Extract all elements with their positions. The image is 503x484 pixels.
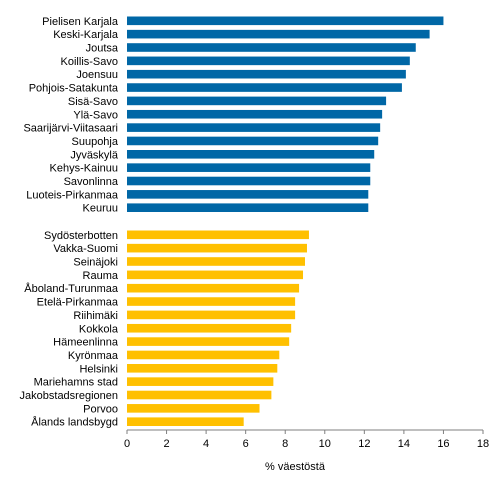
bar	[127, 297, 296, 306]
bar	[127, 283, 300, 293]
bar	[127, 56, 410, 66]
category-label: Pielisen Karjala	[42, 16, 119, 28]
bar	[127, 377, 274, 386]
bar	[127, 136, 379, 146]
category-label: Suupohja	[72, 136, 119, 148]
category-label: Åboland-Turunmaa	[24, 282, 119, 295]
bar	[127, 69, 406, 79]
bar	[127, 150, 375, 159]
bar	[127, 390, 272, 400]
category-label: Jyväskylä	[70, 149, 119, 161]
x-tick-label: 12	[358, 438, 370, 450]
bar	[127, 203, 369, 212]
x-axis-ticks: 0 2 4 6 8 10 12 14 16 18	[124, 430, 489, 450]
category-label: Savonlinna	[64, 176, 119, 188]
bar	[127, 350, 280, 360]
bar	[127, 364, 278, 373]
x-tick-label: 14	[398, 438, 410, 450]
category-label: Helsinki	[79, 363, 118, 375]
bar	[127, 83, 402, 92]
category-label: Hämeenlinna	[53, 337, 119, 349]
category-label: Sisä-Savo	[68, 96, 118, 108]
category-label: Pohjois-Satakunta	[29, 83, 119, 95]
category-label: Porvoo	[83, 403, 118, 415]
bar	[127, 96, 387, 106]
category-label: Ålands landsbygd	[31, 416, 118, 429]
x-tick-label: 10	[319, 438, 331, 450]
bar	[127, 176, 371, 186]
x-tick-label: 6	[243, 438, 249, 450]
category-label: Vakka-Suomi	[53, 243, 118, 255]
category-label: Seinäjoki	[73, 257, 118, 269]
category-label: Saarijärvi-Viitasaari	[23, 123, 118, 135]
category-label: Joensuu	[76, 69, 118, 81]
bar	[127, 310, 296, 320]
bar	[127, 323, 292, 333]
bar	[127, 123, 381, 132]
category-label: Sydösterbotten	[44, 230, 118, 242]
bar	[127, 29, 430, 39]
bars-layer	[127, 16, 444, 426]
bar	[127, 404, 260, 413]
category-label: Jakobstadsregionen	[20, 390, 118, 402]
category-label: Kokkola	[79, 323, 119, 335]
category-label: Kyrönmaa	[68, 350, 119, 362]
x-tick-label: 18	[477, 438, 489, 450]
bar	[127, 16, 444, 26]
bar	[127, 163, 371, 172]
bar	[127, 417, 244, 426]
category-label: Mariehamns stad	[34, 377, 118, 389]
x-tick-label: 16	[437, 438, 449, 450]
bar	[127, 43, 416, 52]
category-label: Luoteis-Pirkanmaa	[26, 189, 119, 201]
bar	[127, 243, 307, 253]
category-label: Ylä-Savo	[73, 109, 118, 121]
bar	[127, 190, 369, 199]
category-label: Keuruu	[83, 203, 118, 215]
x-tick-label: 2	[163, 438, 169, 450]
category-label: Keski-Karjala	[53, 29, 119, 41]
x-tick-label: 4	[203, 438, 209, 450]
bar	[127, 257, 305, 266]
bar	[127, 270, 304, 280]
category-label: Etelä-Pirkanmaa	[37, 297, 119, 309]
category-label: Joutsa	[86, 43, 119, 55]
category-label: Rauma	[83, 270, 119, 282]
bar	[127, 109, 383, 119]
x-tick-label: 8	[282, 438, 288, 450]
bar	[127, 230, 309, 240]
category-label: Riihimäki	[73, 310, 118, 322]
x-axis-title: % väestöstä	[265, 461, 326, 473]
category-label: Koillis-Savo	[61, 56, 118, 68]
bar	[127, 337, 290, 346]
category-label: Kehys-Kainuu	[50, 163, 119, 175]
x-tick-label: 0	[124, 438, 130, 450]
